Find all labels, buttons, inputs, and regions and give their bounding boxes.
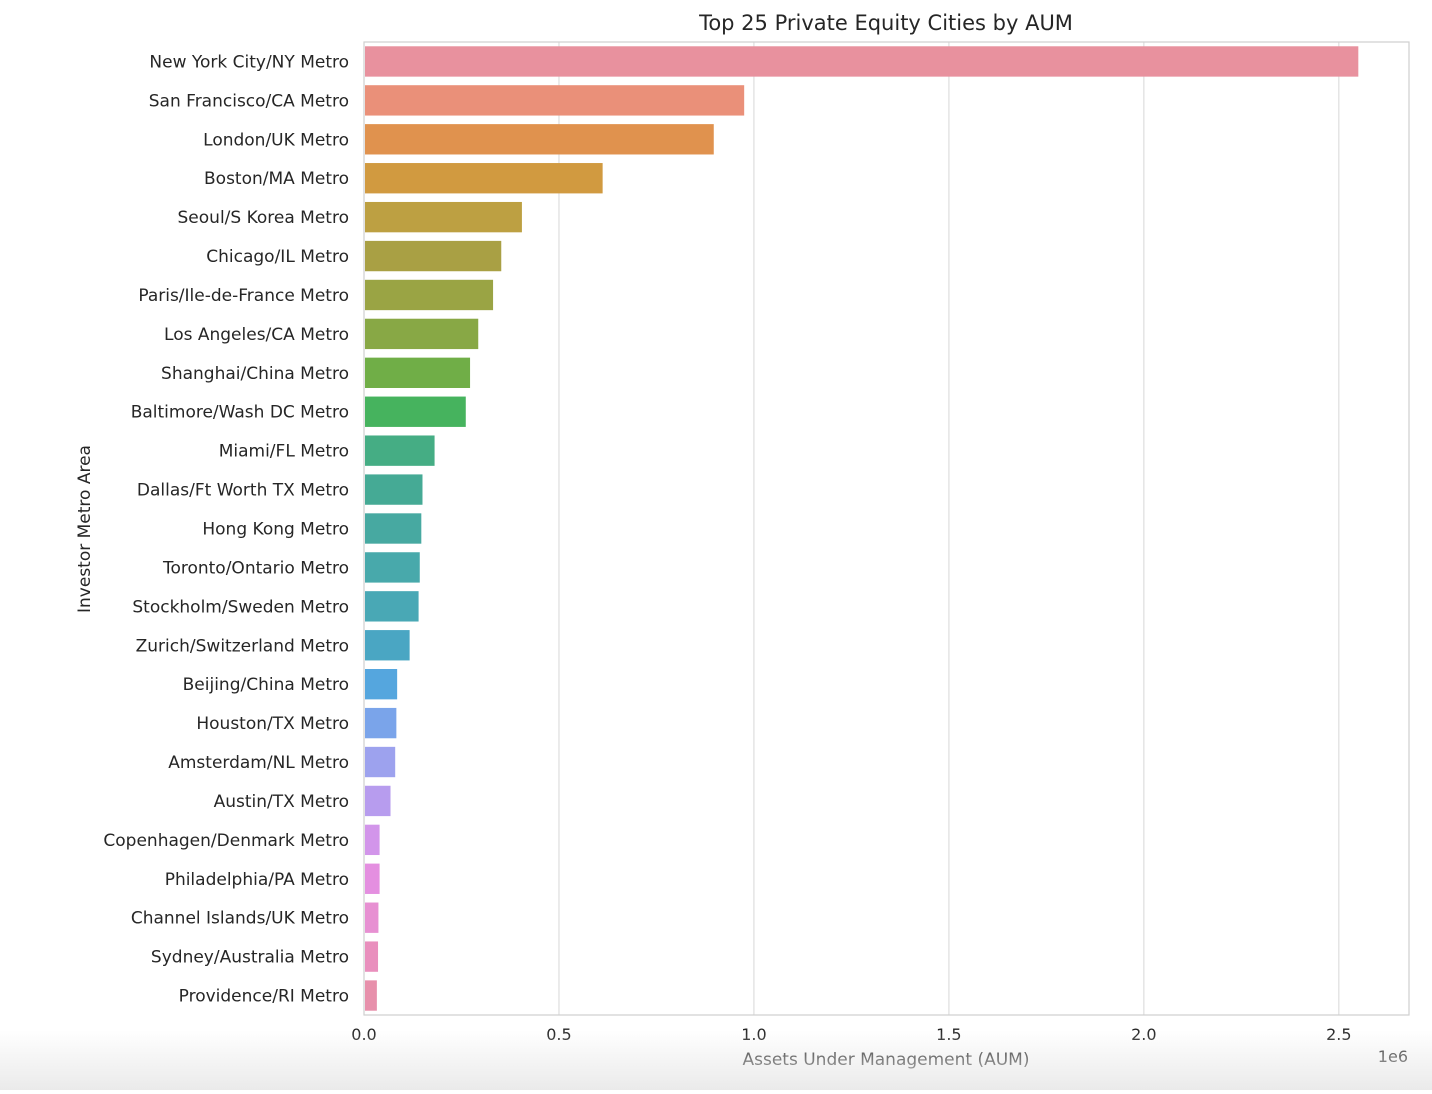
y-tick-label: Los Angeles/CA Metro [164, 325, 349, 345]
bar [365, 630, 410, 661]
bar [365, 591, 419, 622]
bar [365, 513, 422, 544]
y-tick-label: Seoul/S Korea Metro [178, 208, 349, 228]
bar [365, 124, 714, 155]
bar [365, 669, 398, 700]
bar [365, 941, 379, 972]
y-tick-label: Channel Islands/UK Metro [131, 909, 349, 929]
bar [365, 85, 745, 116]
y-tick-label: Stockholm/Sweden Metro [132, 597, 349, 617]
y-tick-label: Toronto/Ontario Metro [162, 558, 349, 578]
x-tick-label: 0.0 [351, 1025, 376, 1044]
y-tick-label: London/UK Metro [203, 130, 349, 150]
y-tick-label: Austin/TX Metro [214, 792, 349, 812]
bar [365, 746, 396, 778]
y-tick-label: Boston/MA Metro [204, 169, 349, 189]
bars [365, 46, 1359, 1011]
y-tick-label: Shanghai/China Metro [161, 364, 349, 384]
y-tick-label: Zurich/Switzerland Metro [136, 636, 349, 656]
x-tick-label: 2.0 [1131, 1025, 1156, 1044]
y-tick-label: Hong Kong Metro [202, 520, 349, 540]
bar [365, 785, 391, 817]
x-axis-offset-label: 1e6 [1378, 1047, 1408, 1066]
y-tick-label: New York City/NY Metro [149, 52, 349, 72]
bar [365, 163, 603, 194]
plot-area-frame [363, 41, 1410, 1016]
bar [365, 279, 494, 311]
bar [365, 201, 522, 233]
bar [365, 902, 379, 933]
bar [365, 980, 377, 1011]
y-tick-label: Providence/RI Metro [179, 987, 349, 1007]
grid-lines [558, 42, 1340, 1015]
bar [365, 318, 479, 350]
y-tick-label: Beijing/China Metro [183, 675, 349, 695]
y-axis-label: Investor Metro Area [75, 445, 95, 613]
bar [365, 46, 1359, 77]
y-tick-label: San Francisco/CA Metro [149, 91, 349, 111]
y-tick-label: Houston/TX Metro [196, 714, 349, 734]
y-tick-label: Philadelphia/PA Metro [165, 870, 349, 890]
y-tick-label: Paris/Ile-de-France Metro [138, 286, 349, 306]
x-tick-label: 1.0 [741, 1025, 766, 1044]
bar [365, 435, 435, 466]
y-tick-label: Baltimore/Wash DC Metro [131, 403, 349, 423]
chart-title: Top 25 Private Equity Cities by AUM [698, 11, 1073, 35]
y-tick-label: Amsterdam/NL Metro [168, 753, 349, 773]
bar [365, 240, 502, 272]
y-tick-label: Sydney/Australia Metro [151, 948, 349, 968]
x-tick-label: 2.5 [1326, 1025, 1351, 1044]
y-tick-label: Chicago/IL Metro [206, 247, 349, 267]
y-tick-label: Copenhagen/Denmark Metro [103, 831, 349, 851]
y-tick-label: Dallas/Ft Worth TX Metro [137, 481, 349, 501]
x-tick-label: 1.5 [936, 1025, 961, 1044]
x-axis-label: Assets Under Management (AUM) [743, 1050, 1030, 1070]
y-tick-labels: New York City/NY Metro San Francisco/CA M… [103, 52, 349, 1006]
bar [365, 474, 423, 505]
bar [365, 357, 471, 388]
bar [365, 396, 466, 427]
bar [365, 824, 380, 856]
bar [365, 552, 420, 583]
bar [365, 707, 397, 739]
x-tick-label: 0.5 [546, 1025, 571, 1044]
bar [365, 863, 380, 894]
y-tick-label: Miami/FL Metro [219, 442, 349, 462]
